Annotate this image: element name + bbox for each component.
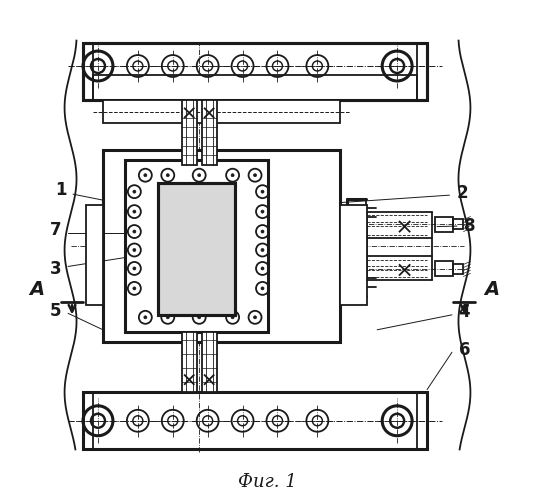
Circle shape	[261, 230, 264, 233]
Text: 7: 7	[50, 221, 62, 239]
Circle shape	[198, 174, 201, 176]
Circle shape	[133, 190, 136, 193]
Bar	[434, 216, 454, 232]
Bar	[182, 100, 197, 165]
Circle shape	[166, 174, 169, 176]
Circle shape	[198, 316, 201, 319]
Text: A: A	[484, 280, 500, 299]
Circle shape	[133, 287, 136, 290]
Text: 2: 2	[456, 184, 468, 202]
Text: 6: 6	[458, 340, 470, 358]
Circle shape	[254, 174, 256, 176]
Circle shape	[133, 248, 136, 252]
Bar	[86, 205, 103, 305]
Bar	[454, 264, 463, 274]
Bar	[103, 150, 340, 342]
Circle shape	[261, 267, 264, 270]
Circle shape	[133, 230, 136, 233]
Bar	[434, 262, 454, 276]
Text: 5: 5	[50, 302, 62, 320]
Circle shape	[261, 210, 264, 213]
Bar	[158, 182, 235, 315]
Text: A: A	[29, 280, 45, 299]
Bar	[182, 332, 197, 392]
Circle shape	[166, 316, 169, 319]
Circle shape	[133, 210, 136, 213]
Circle shape	[261, 287, 264, 290]
Circle shape	[261, 248, 264, 252]
Circle shape	[231, 174, 234, 176]
Circle shape	[144, 174, 147, 176]
Circle shape	[261, 190, 264, 193]
Bar	[158, 182, 235, 315]
Bar	[83, 43, 427, 100]
Bar	[202, 332, 217, 392]
Circle shape	[133, 267, 136, 270]
Bar	[125, 160, 268, 332]
Text: 4: 4	[458, 304, 470, 322]
Circle shape	[254, 316, 256, 319]
Circle shape	[231, 316, 234, 319]
Bar	[83, 392, 427, 450]
Text: Фиг. 1: Фиг. 1	[238, 473, 297, 491]
Bar	[340, 205, 367, 305]
Circle shape	[144, 316, 147, 319]
Text: 3: 3	[50, 260, 62, 278]
Bar	[202, 100, 217, 165]
Text: 8: 8	[464, 217, 475, 235]
Bar	[454, 219, 463, 229]
Text: 1: 1	[55, 181, 66, 199]
Bar	[103, 100, 340, 123]
Bar	[93, 74, 417, 101]
